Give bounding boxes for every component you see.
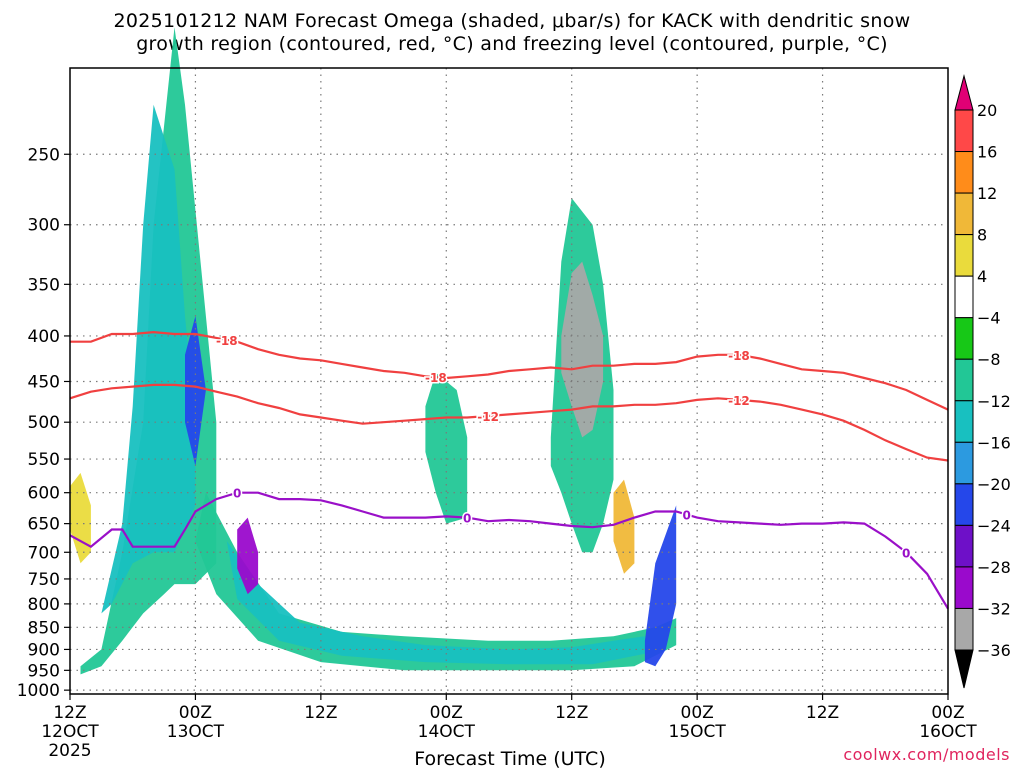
- contour-label-freezing-level-0: 0: [683, 509, 691, 523]
- contour-label-freezing-level-0: 0: [463, 512, 471, 526]
- colorbar-tick-label: 12: [977, 184, 997, 203]
- x-tick-label: 15OCT: [669, 722, 727, 742]
- y-tick-label: 600: [28, 484, 60, 504]
- colorbar-tick-label: 4: [977, 267, 987, 286]
- y-tick-label: 350: [28, 275, 60, 295]
- colorbar-cell: [954, 441, 974, 485]
- x-tick-label: 12Z: [304, 703, 337, 723]
- y-tick-label: 300: [28, 216, 60, 236]
- contour-label-dgz-minus18: -18: [728, 349, 750, 363]
- y-tick-label: 800: [28, 595, 60, 615]
- colorbar-cell: [954, 234, 974, 277]
- x-tick-label: 14OCT: [418, 722, 476, 742]
- colorbar-top-arrow: [954, 74, 974, 111]
- descent-region-sink-early-low: [70, 472, 91, 564]
- y-tick-label: 400: [28, 327, 60, 347]
- y-tick-label: 1000: [17, 681, 60, 701]
- site-credit: coolwx.com/models: [843, 745, 1010, 764]
- y-tick-label: 650: [28, 515, 60, 535]
- omega-region-ascent-near-00z13-core: [237, 517, 259, 595]
- omega-region-ascent-low-band-core: [226, 541, 645, 665]
- colorbar-tick-label: 20: [977, 101, 997, 120]
- colorbar-cell: [954, 192, 974, 236]
- descent-region-sink-late-upper: [780, 198, 813, 373]
- colorbar-cell: [954, 317, 974, 360]
- omega-region-ascent-early-column-core: [101, 104, 196, 614]
- colorbar-tick-label: 8: [977, 226, 987, 245]
- contour-dgz-minus18: [70, 330, 949, 411]
- contour-freezing-level-0: [69, 491, 949, 610]
- x-tick-label: 00Z: [681, 703, 714, 723]
- y-tick-label: 900: [28, 640, 60, 660]
- colorbar-cell: [954, 151, 974, 194]
- descent-region-sink-mid-late: [613, 479, 635, 574]
- omega-region-ascent-00z14-mid: [425, 372, 468, 524]
- x-tick-label: 13OCT: [167, 722, 225, 742]
- colorbar-tick-label: −24: [977, 516, 1011, 535]
- plot-area: -18 -18 -18 -12 -12 0 0 0 0: [69, 27, 949, 694]
- x-tick-label: 2025: [48, 741, 91, 761]
- colorbar-cell: [954, 358, 974, 402]
- omega-region-ascent-early-column-strong: [185, 316, 206, 466]
- chart-title-line-1: 2025101212 NAM Forecast Omega (shaded, μ…: [113, 10, 911, 32]
- colorbar-tick-label: 16: [977, 143, 997, 162]
- colorbar-cell: [954, 566, 974, 609]
- colorbar-tick-label: −32: [977, 599, 1011, 618]
- contour-label-dgz-minus18: -18: [425, 371, 447, 385]
- colorbar-tick-label: −36: [977, 641, 1011, 660]
- colorbar-cell: [954, 109, 974, 153]
- colorbar-cell: [954, 483, 974, 526]
- x-tick-label: 12Z: [53, 703, 86, 723]
- colorbar-tick-label: −4: [977, 309, 1001, 328]
- axes: 2503003504004505005506006507007508008509…: [17, 67, 977, 761]
- contour-label-dgz-minus12: -12: [477, 410, 499, 424]
- omega-region-ascent-low-band: [195, 492, 677, 671]
- x-axis-label: Forecast Time (UTC): [414, 748, 605, 768]
- y-tick-label: 250: [28, 145, 60, 165]
- y-tick-label: 850: [28, 618, 60, 638]
- x-tick-label: 00Z: [179, 703, 212, 723]
- colorbar-tick-label: −8: [977, 350, 1001, 369]
- y-tick-label: 550: [28, 450, 60, 470]
- contour-dgz-minus12: [69, 383, 949, 462]
- contour-label-dgz-minus12: -12: [728, 394, 750, 408]
- y-tick-label: 450: [28, 372, 60, 392]
- y-tick-label: 950: [28, 661, 60, 681]
- colorbar-tick-label: −16: [977, 433, 1011, 452]
- y-tick-label: 700: [28, 543, 60, 563]
- colorbar-cell: [954, 607, 974, 651]
- x-tick-label: 16OCT: [919, 722, 977, 742]
- x-tick-label: 12Z: [806, 703, 839, 723]
- colorbar-cell: [954, 275, 974, 319]
- colorbar-cell: [954, 400, 974, 443]
- colorbar-tick-label: −20: [977, 475, 1011, 494]
- contour-label-freezing-level-0: 0: [902, 546, 910, 560]
- contour-label-freezing-level-0: 0: [233, 487, 241, 501]
- x-tick-label: 12Z: [555, 703, 588, 723]
- y-tick-label: 750: [28, 570, 60, 590]
- x-tick-label: 00Z: [430, 703, 463, 723]
- y-tick-label: 500: [28, 413, 60, 433]
- x-tick-label: 12OCT: [41, 722, 99, 742]
- colorbar-cell: [954, 524, 974, 568]
- colorbar: 20 16 12 8 4 −4 −8 −12 −16 −20 −24 −28 −32 −36: [954, 74, 1011, 689]
- colorbar-tick-label: −28: [977, 558, 1011, 577]
- omega-region-ascent-late-low: [644, 505, 677, 667]
- x-tick-label: 00Z: [931, 703, 964, 723]
- colorbar-tick-label: −12: [977, 392, 1011, 411]
- chart-title-line-2: growth region (contoured, red, °C) and f…: [136, 33, 888, 55]
- contour-label-dgz-minus18: -18: [216, 334, 238, 348]
- colorbar-bottom-arrow: [954, 649, 974, 689]
